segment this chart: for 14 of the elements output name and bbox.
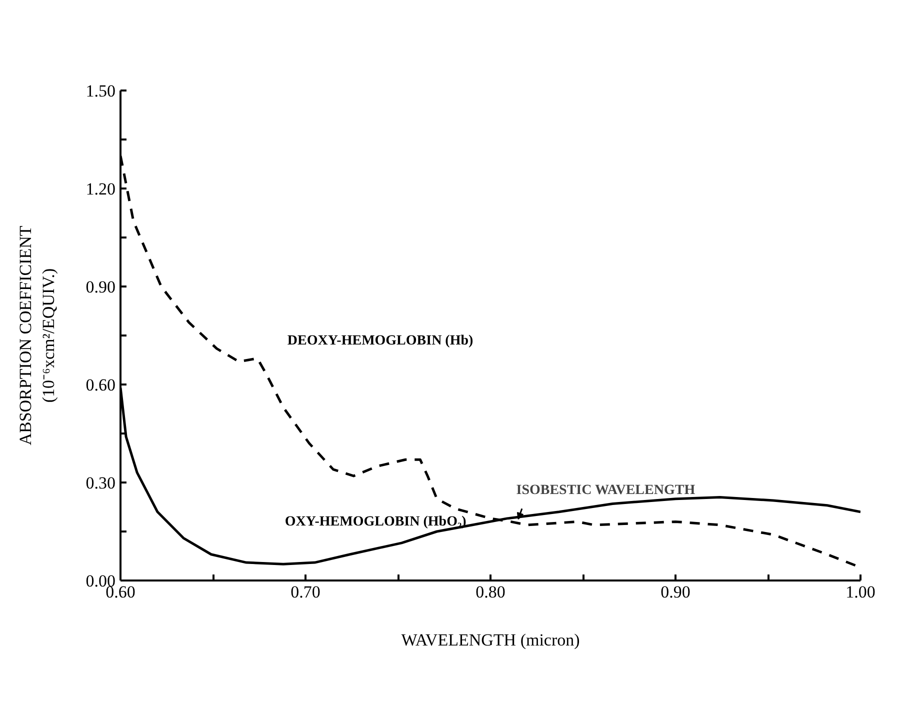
y-tick-label: 0.30 [86, 474, 116, 492]
y-tick-label: 1.50 [86, 82, 116, 100]
x-tick-label: 1.00 [846, 582, 876, 602]
text: DEOXY-HEMOGLOBIN (Hb) [287, 333, 474, 348]
y-tick-label: 0.60 [86, 376, 116, 394]
x-tick-label: 0.70 [290, 582, 320, 602]
y-tick-label: 1.20 [86, 180, 116, 198]
series-label: OXY-HEMOGLOBIN (HbO₂) [284, 514, 467, 530]
x-tick-label: 0.90 [660, 582, 690, 602]
y-tick-label: 0.90 [86, 278, 116, 296]
x-tick-label: 0.80 [476, 582, 506, 602]
x-axis-title: WAVELENGTH (micron) [401, 630, 580, 650]
annotation: ISOBESTIC WAVELENGTH [516, 483, 696, 498]
y-axis-title: ABSORPTION COEFFICIENT (10⁻⁶xcm²/EQUIV.) [16, 225, 58, 446]
